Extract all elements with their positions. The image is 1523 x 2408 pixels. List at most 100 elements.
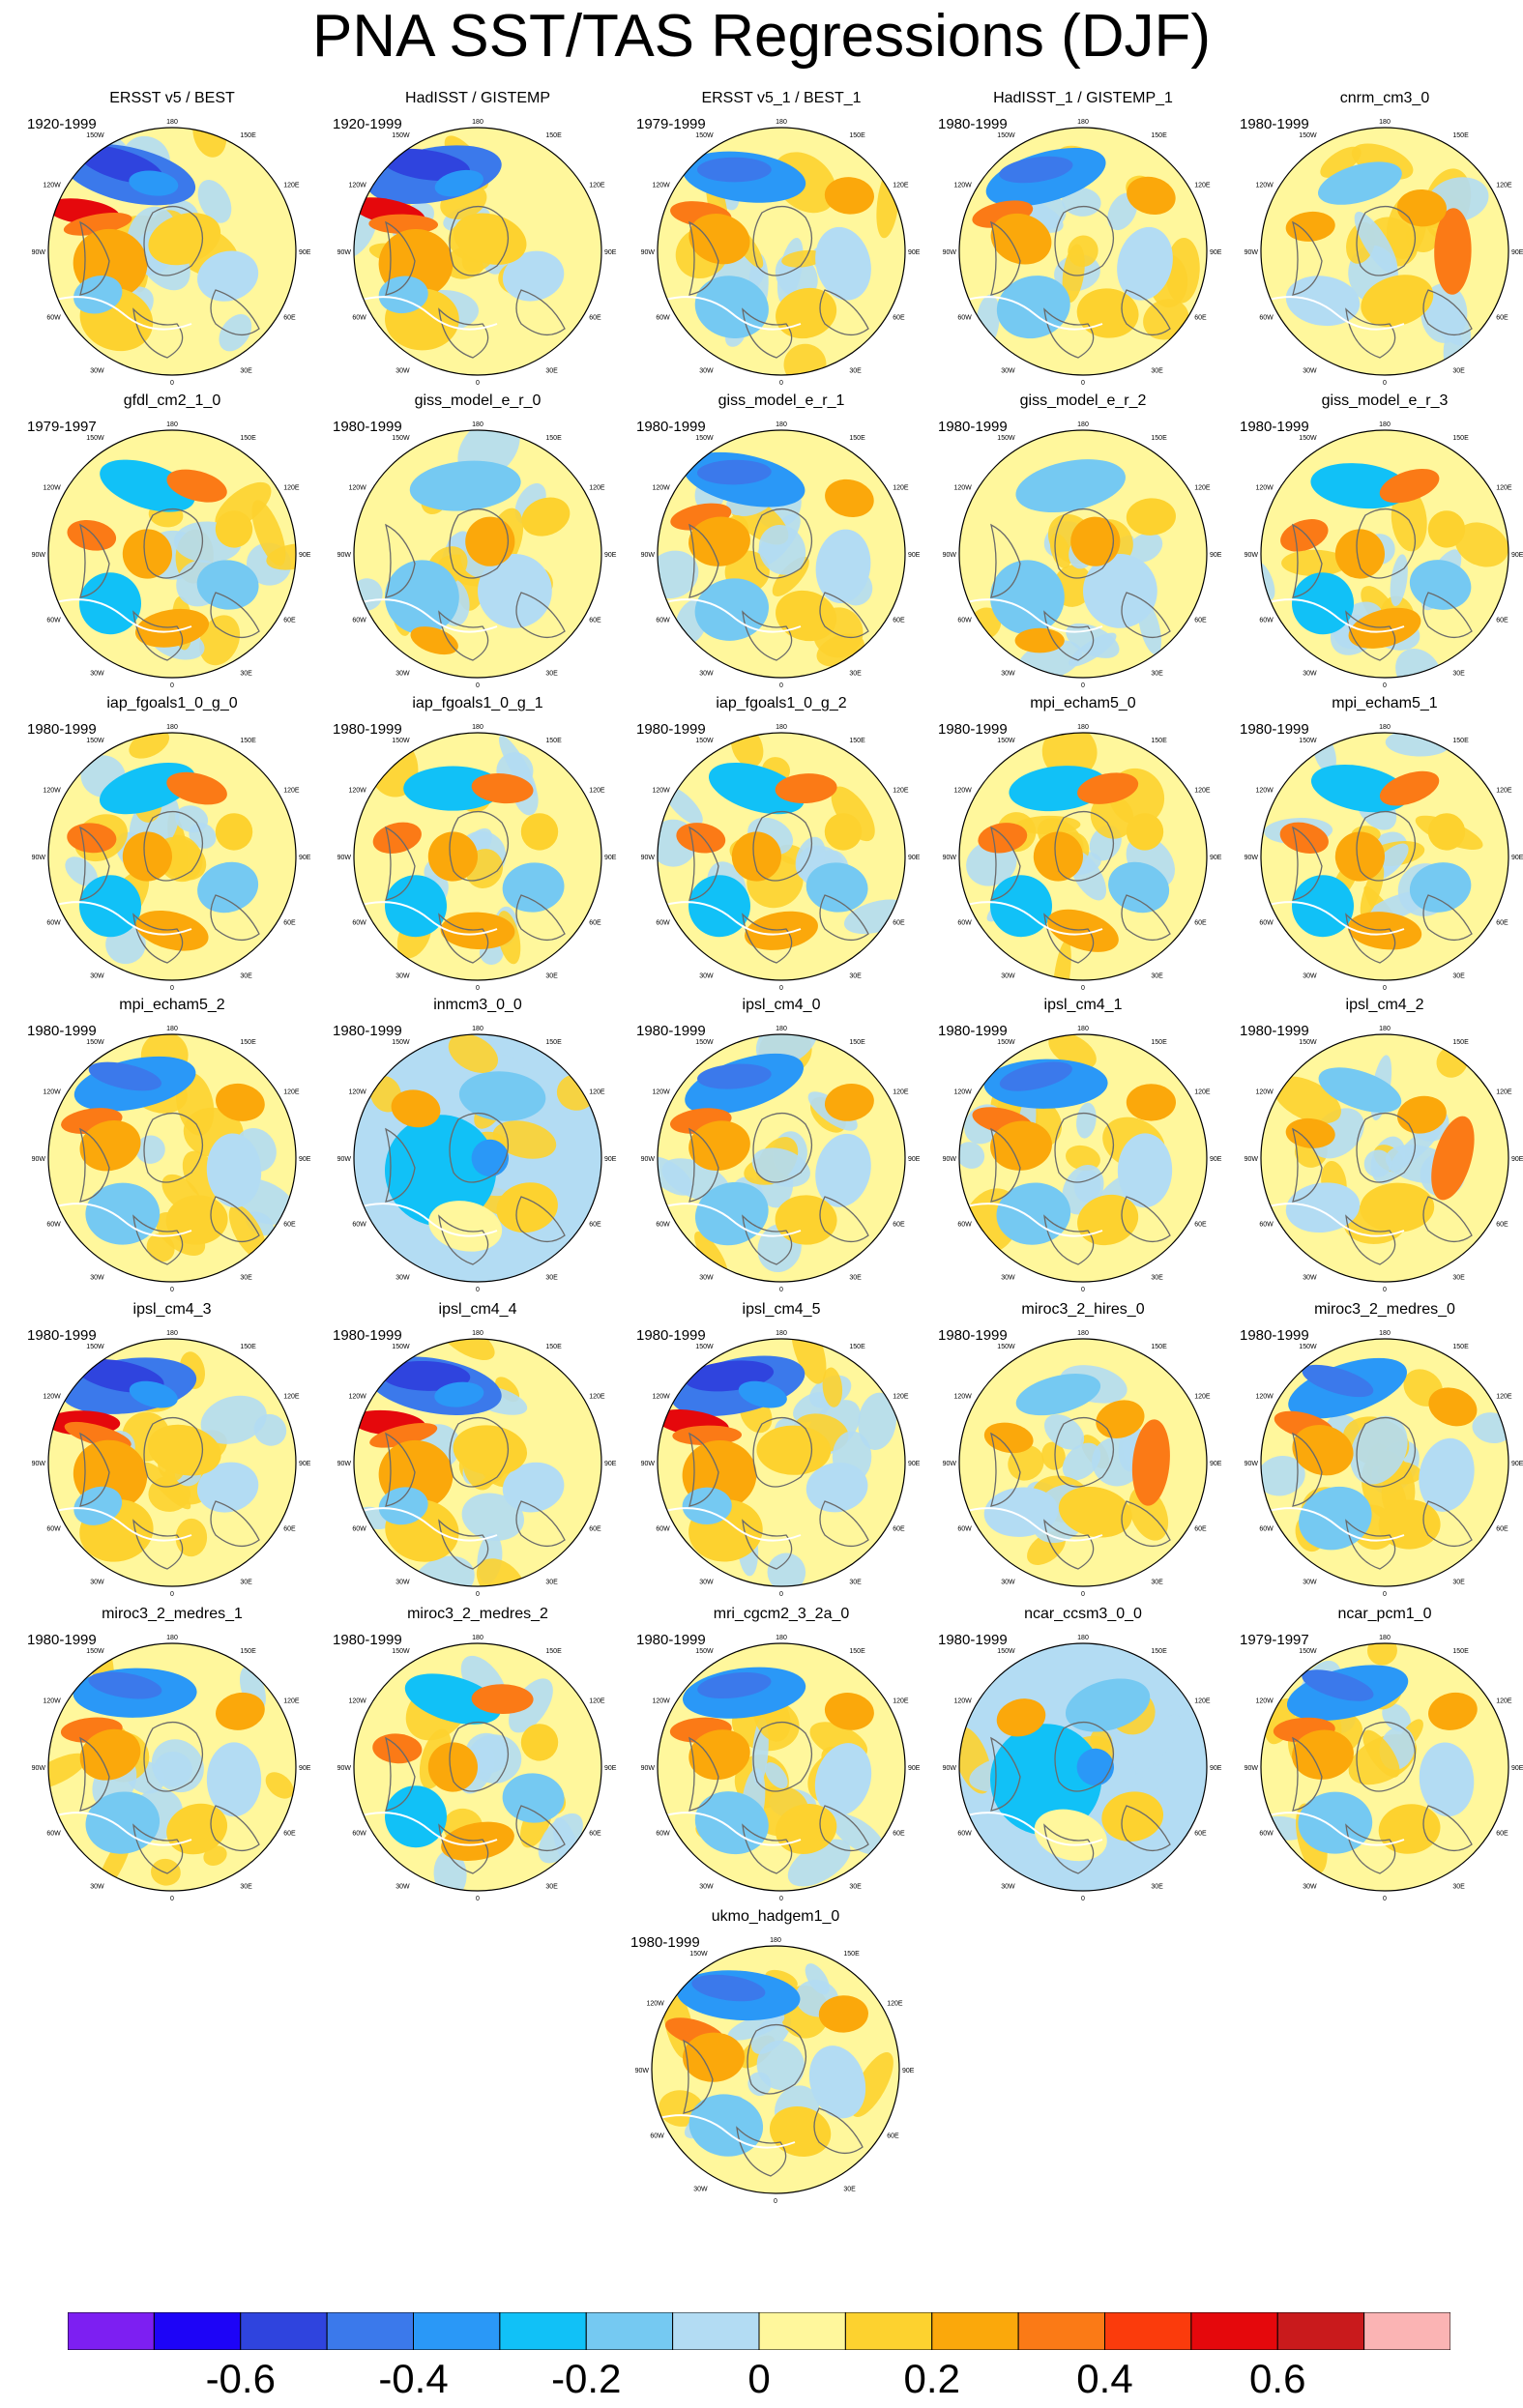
anomaly-patch bbox=[1049, 1857, 1083, 1886]
coastline bbox=[747, 2024, 806, 2095]
anomaly-patch bbox=[1041, 733, 1098, 779]
anomaly-patch bbox=[1454, 522, 1508, 567]
map-field bbox=[354, 1034, 601, 1282]
anomaly-blob bbox=[1361, 275, 1434, 328]
coastline bbox=[688, 826, 719, 901]
polar-map: 180 0 150W 150E 120W 120E 90W 90E 60W 60E 30W 30E bbox=[337, 1635, 617, 1902]
coastline bbox=[1422, 894, 1473, 941]
longitude-label: 30E bbox=[545, 1883, 558, 1890]
longitude-label: 60E bbox=[893, 617, 905, 624]
coastline bbox=[1043, 610, 1095, 661]
coastline bbox=[990, 1432, 1021, 1507]
longitude-label: 120W bbox=[349, 1697, 367, 1704]
map-border bbox=[353, 732, 602, 981]
longitude-label: 0 bbox=[1081, 1591, 1085, 1598]
polar-map: 180 0 150W 150E 120W 120E 90W 90E 60W 60E 30W 30E bbox=[641, 119, 921, 387]
map-panel: giss_model_e_r_1 180 0 150W 150E 120W 120E 90W 9… bbox=[636, 392, 926, 701]
longitude-label: 30W bbox=[1303, 670, 1317, 677]
longitude-label: 60E bbox=[893, 1525, 905, 1532]
anomaly-blob bbox=[815, 226, 871, 301]
longitude-label: 90E bbox=[1511, 1156, 1523, 1163]
longitude-label: 90E bbox=[1210, 1765, 1222, 1772]
coastline bbox=[132, 913, 184, 964]
anomaly-blob bbox=[996, 276, 1070, 339]
longitude-label: 90W bbox=[641, 1156, 656, 1163]
coastline bbox=[664, 1203, 802, 1237]
map-panel: iap_fgoals1_0_g_1 180 0 150W 150E 120W 120E 90W… bbox=[333, 694, 623, 1003]
longitude-label: 60E bbox=[1194, 919, 1207, 926]
longitude-label: 60E bbox=[283, 617, 296, 624]
anomaly-patch bbox=[758, 525, 806, 575]
panel-period: 1980-1999 bbox=[27, 1327, 97, 1344]
longitude-label: 30W bbox=[699, 1883, 714, 1890]
longitude-label: 90E bbox=[1210, 249, 1222, 256]
longitude-label: 30W bbox=[693, 2186, 708, 2192]
longitude-label: 60E bbox=[1194, 617, 1207, 624]
coastline bbox=[79, 523, 110, 598]
map-field bbox=[658, 128, 905, 375]
anomaly-blob bbox=[688, 1729, 750, 1781]
anomaly-blob bbox=[824, 177, 874, 215]
anomaly-blob bbox=[1034, 1809, 1107, 1862]
colorbar bbox=[68, 2312, 1450, 2350]
longitude-label: 180 bbox=[166, 421, 178, 428]
anomaly-blob bbox=[756, 1425, 832, 1475]
longitude-label: 60E bbox=[1194, 314, 1207, 321]
longitude-label: 30W bbox=[1303, 367, 1317, 374]
longitude-label: 150E bbox=[240, 1039, 256, 1046]
coastline bbox=[819, 289, 869, 335]
coastline bbox=[79, 1432, 110, 1507]
longitude-label: 150E bbox=[240, 738, 256, 744]
panel-period: 1980-1999 bbox=[1240, 1327, 1309, 1344]
anomaly-blob bbox=[1347, 912, 1422, 950]
colorbar-tick-label: 0.6 bbox=[1249, 2356, 1306, 2401]
anomaly-blob bbox=[454, 213, 527, 265]
polar-map: 180 0 150W 150E 120W 120E 90W 90E 60W 60E 30W 30E bbox=[1245, 1635, 1523, 1902]
coastline bbox=[1054, 206, 1114, 276]
anomaly-blob bbox=[1427, 813, 1466, 851]
anomaly-blob bbox=[824, 1084, 874, 1121]
anomaly-blob bbox=[983, 1487, 1059, 1537]
longitude-label: 150W bbox=[997, 132, 1015, 139]
longitude-label: 180 bbox=[1379, 1330, 1391, 1337]
coastline bbox=[1268, 296, 1405, 331]
coastline bbox=[1422, 1805, 1473, 1851]
longitude-label: 180 bbox=[1077, 421, 1089, 428]
coastline bbox=[819, 1196, 869, 1242]
coastline bbox=[1054, 1113, 1114, 1183]
panel-period: 1979-1997 bbox=[27, 419, 97, 435]
colorbar-swatch bbox=[672, 2312, 760, 2350]
longitude-label: 120E bbox=[1496, 787, 1512, 794]
longitude-label: 150W bbox=[392, 435, 410, 442]
longitude-label: 60W bbox=[46, 1830, 61, 1837]
panel-period: 1920-1999 bbox=[27, 116, 97, 132]
longitude-label: 90W bbox=[1245, 1156, 1259, 1163]
map-panel: mpi_echam5_0 180 0 150W 150E 120W 120E 90W 90E 60… bbox=[938, 694, 1228, 1003]
longitude-label: 60W bbox=[656, 1525, 670, 1532]
map-border bbox=[958, 732, 1208, 981]
longitude-label: 120E bbox=[893, 484, 909, 491]
longitude-label: 90W bbox=[943, 1765, 957, 1772]
polar-map: 180 0 150W 150E 120W 120E 90W 90E 60W 60E 30W 30E bbox=[943, 119, 1222, 387]
polar-map: 180 0 150W 150E 120W 120E 90W 90E 60W 60E 30W 30E bbox=[32, 1330, 311, 1598]
polar-map: 180 0 150W 150E 120W 120E 90W 90E 60W 60E 30W 30E bbox=[32, 1026, 311, 1293]
coastline bbox=[664, 598, 802, 633]
coastline bbox=[664, 296, 802, 331]
longitude-label: 120E bbox=[283, 1088, 300, 1095]
longitude-label: 90E bbox=[908, 1156, 921, 1163]
map-field bbox=[959, 430, 1207, 678]
panel-period: 1979-1997 bbox=[1240, 1632, 1309, 1648]
map-field bbox=[1261, 1339, 1508, 1586]
anomaly-blob bbox=[1058, 1486, 1132, 1538]
coastline bbox=[210, 1196, 260, 1242]
longitude-label: 120W bbox=[653, 1393, 671, 1400]
longitude-label: 180 bbox=[166, 119, 178, 126]
coastline bbox=[1054, 1417, 1114, 1488]
map-field bbox=[48, 430, 296, 678]
anomaly-blob bbox=[67, 519, 117, 551]
longitude-label: 30W bbox=[90, 1883, 104, 1890]
coastline bbox=[361, 1812, 498, 1846]
panel-title: mpi_echam5_2 bbox=[119, 997, 225, 1013]
map-border bbox=[47, 429, 297, 679]
longitude-label: 60E bbox=[893, 919, 905, 926]
